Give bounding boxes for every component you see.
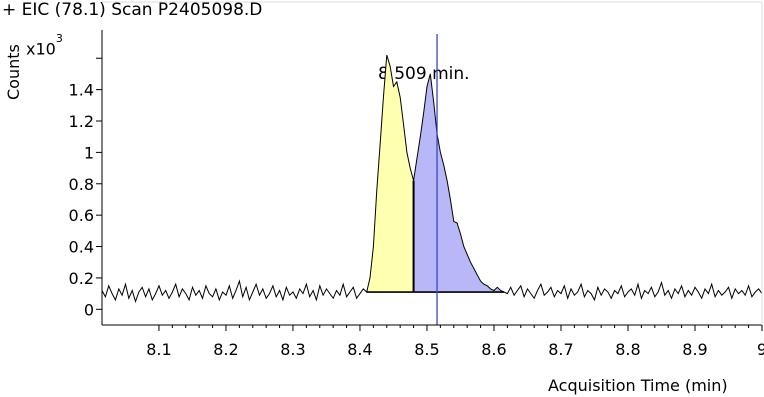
y-tick-label: 1.2 — [69, 112, 94, 131]
peak-baselines — [366, 180, 505, 293]
y-exponent-base: x10 — [26, 39, 56, 59]
x-tick-label: 8.6 — [481, 340, 506, 359]
y-tick-label: 0.2 — [69, 269, 94, 288]
axes — [101, 1, 763, 326]
peak-fill-2 — [413, 73, 505, 293]
x-tick-label: 8.5 — [414, 340, 439, 359]
y-tick-label: 1.4 — [69, 81, 94, 100]
x-tick-label: 8.1 — [146, 340, 171, 359]
peak-annotation: 8.509 min. — [378, 64, 470, 84]
y-exponent-power: 3 — [55, 32, 63, 45]
x-ticks: 8.1 8.2 8.3 8.4 8.5 8.6 8.7 8.8 8.9 9 — [146, 325, 764, 359]
peak-fill-1 — [366, 55, 414, 293]
x-tick-label: 8.9 — [682, 340, 707, 359]
y-tick-label: 0.8 — [69, 175, 94, 194]
x-tick-label: 8.2 — [213, 340, 238, 359]
x-tick-label: 8.4 — [347, 340, 372, 359]
y-ticks: 0 0.2 0.4 0.6 0.8 1 1.2 1.4 — [69, 57, 102, 319]
x-tick-label: 8.8 — [615, 340, 640, 359]
trace-group — [101, 54, 763, 304]
y-tick-label: 0 — [84, 300, 94, 319]
y-tick-label: 0.6 — [69, 206, 94, 225]
y-tick-label: 1 — [84, 143, 94, 162]
x-tick-label: 9 — [757, 340, 764, 359]
peak-fills — [366, 55, 505, 293]
chart-title: + EIC (78.1) Scan P2405098.D — [2, 0, 263, 20]
x-axis-label: Acquisition Time (min) — [548, 376, 728, 395]
y-tick-label: 0.4 — [69, 238, 94, 257]
eic-trace — [101, 54, 763, 304]
x-tick-label: 8.7 — [548, 340, 573, 359]
x-tick-label: 8.3 — [280, 340, 305, 359]
y-axis-exponent: x103 — [26, 32, 63, 59]
